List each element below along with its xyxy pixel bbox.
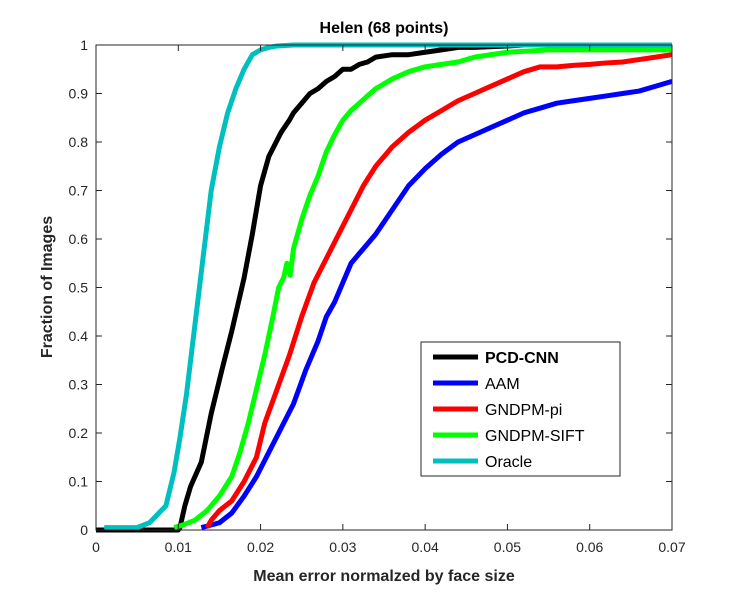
- y-tick-label: 0.8: [69, 134, 89, 150]
- ticks-layer: 0 0.01 0.02 0.03 0.04 0.05 0.06 0.07 0 0.1 0.2 0.3 0…: [69, 37, 686, 555]
- x-tick-label: 0.02: [247, 539, 274, 555]
- legend: PCD-CNN AAM GNDPM-pi GNDPM-SIFT Oracle: [420, 341, 621, 477]
- y-tick-label: 1: [80, 37, 88, 53]
- legend-label: AAM: [485, 376, 520, 393]
- y-tick-label: 0: [80, 522, 88, 538]
- legend-label: PCD-CNN: [485, 350, 559, 367]
- chart-title: Helen (68 points): [320, 20, 449, 37]
- x-tick-label: 0.06: [576, 539, 603, 555]
- y-tick-label: 0.6: [69, 231, 89, 247]
- y-tick-label: 0.7: [69, 183, 89, 199]
- series-line-aam: [200, 78, 673, 531]
- y-tick-label: 0.1: [69, 474, 89, 490]
- x-tick-label: 0: [92, 539, 100, 555]
- y-tick-label: 0.4: [69, 328, 89, 344]
- legend-label: Oracle: [485, 454, 532, 471]
- y-tick-label: 0.9: [69, 86, 89, 102]
- x-axis-title: Mean error normalzed by face size: [253, 568, 515, 585]
- legend-entries: PCD-CNN AAM GNDPM-pi GNDPM-SIFT Oracle: [433, 350, 585, 471]
- y-tick-label: 0.3: [69, 377, 89, 393]
- series-line-gndpm-pi: [204, 52, 673, 529]
- x-tick-label: 0.04: [412, 539, 439, 555]
- y-tick-label: 0.2: [69, 425, 89, 441]
- y-axis-title: Fraction of Images: [39, 216, 56, 358]
- legend-label: GNDPM-pi: [485, 402, 562, 419]
- x-tick-label: 0.05: [494, 539, 521, 555]
- y-tick-label: 0.5: [69, 280, 89, 296]
- series-line-gndpm-sift: [173, 47, 672, 530]
- x-tick-label: 0.03: [329, 539, 356, 555]
- x-tick-label: 0.01: [165, 539, 192, 555]
- legend-label: GNDPM-SIFT: [485, 428, 585, 445]
- x-tick-label: 0.07: [658, 539, 685, 555]
